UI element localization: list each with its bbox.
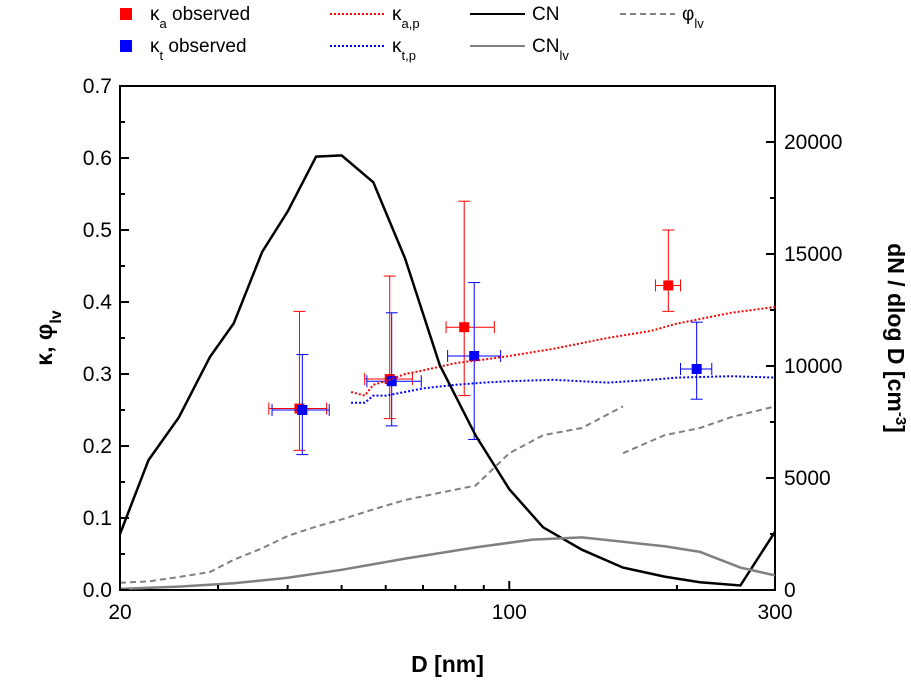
right-y-tick-label: 10000 [784, 355, 842, 378]
series-line [351, 375, 775, 404]
left-y-axis-title-subscript: lv [48, 310, 65, 323]
legend-label-subscript: lv [559, 48, 569, 63]
series-line [120, 536, 775, 590]
right-y-tick-label: 20000 [784, 131, 842, 154]
left-y-tick-label: 0.4 [83, 291, 113, 314]
legend-label: φlv [682, 4, 704, 31]
series-group [268, 200, 682, 451]
legend-label: κt,p [392, 36, 416, 63]
left-y-tick-label: 0.0 [83, 579, 112, 602]
legend: κa observed κt observed κa,p κt,p CN CNlv φlv [120, 4, 704, 63]
x-tick-label: 20 [108, 601, 131, 624]
legend-label-suffix: observed [167, 4, 250, 25]
left-y-tick-label: 0.3 [83, 363, 112, 386]
series-line-tail [622, 405, 776, 455]
legend-label: κt observed [150, 36, 247, 63]
x-tick-label: 100 [492, 601, 527, 624]
legend-label-subscript: t,p [402, 48, 416, 63]
series-line [350, 306, 775, 397]
left-y-tick-label: 0.1 [83, 507, 112, 530]
series-line [120, 405, 624, 584]
legend-marker [120, 40, 132, 52]
right-y-axis-title-tail: ] [883, 425, 909, 433]
legend-label: CN [532, 4, 559, 25]
series-group [271, 282, 713, 456]
left-y-tick-label: 0.7 [83, 75, 112, 98]
plot-frame [119, 85, 776, 591]
x-axis-title: D [nm] [411, 651, 484, 677]
data-point [386, 376, 397, 387]
data-point [663, 280, 674, 291]
right-y-tick-label: 15000 [784, 243, 842, 266]
legend-marker [120, 8, 132, 20]
data-point [459, 322, 470, 333]
legend-label-suffix: observed [163, 36, 246, 57]
legend-label-subscript: a,p [402, 16, 420, 31]
legend-label-subscript: a [160, 16, 168, 31]
series-layer [120, 154, 776, 590]
legend-label: κa observed [150, 4, 250, 31]
data-point [469, 351, 480, 361]
legend-label: κa,p [392, 4, 420, 31]
left-y-tick-label: 0.6 [83, 147, 112, 170]
axes-layer: 0.0 0.1 0.2 0.3 0.4 0.5 0.6 0.7 0 5000 10000 15000 2… [31, 75, 910, 677]
legend-label-subscript: lv [694, 16, 704, 31]
left-y-tick-label: 0.5 [83, 219, 112, 242]
right-y-tick-label: 5000 [784, 467, 831, 490]
right-y-tick-label: 0 [784, 579, 796, 602]
x-tick-label: 300 [757, 601, 792, 624]
left-y-axis-title: κ, φlv [31, 310, 65, 366]
legend-label: CNlv [532, 36, 569, 63]
legend-label-subscript: t [160, 48, 164, 63]
right-y-axis-title-superscript: -3 [893, 412, 910, 425]
left-y-tick-label: 0.2 [83, 435, 112, 458]
data-point [297, 405, 308, 415]
right-y-axis-title: dN / dlog D [cm-3] [883, 243, 910, 433]
plot-border [119, 85, 776, 591]
series-line [120, 154, 775, 587]
data-point [691, 363, 702, 374]
